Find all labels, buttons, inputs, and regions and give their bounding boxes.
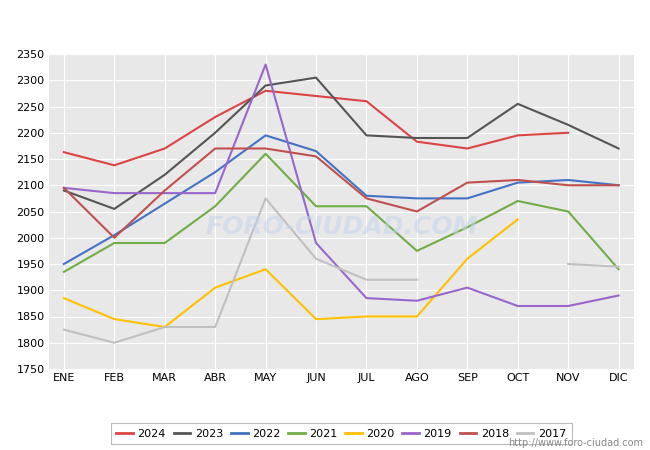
Text: http://www.foro-ciudad.com: http://www.foro-ciudad.com — [508, 438, 644, 448]
Legend: 2024, 2023, 2022, 2021, 2020, 2019, 2018, 2017: 2024, 2023, 2022, 2021, 2020, 2019, 2018… — [111, 423, 571, 445]
Text: Afiliados en Alguazas a 30/11/2024: Afiliados en Alguazas a 30/11/2024 — [179, 11, 471, 29]
Text: FORO-CIUDAD.COM: FORO-CIUDAD.COM — [205, 215, 478, 239]
